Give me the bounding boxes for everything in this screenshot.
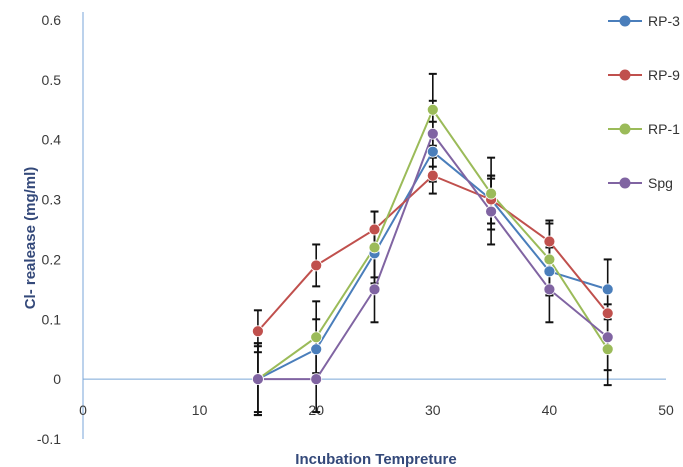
data-point-rp-9 (368, 223, 381, 236)
x-tick-label: 0 (79, 402, 87, 418)
y-tick-label: 0 (53, 371, 61, 387)
chart-axes (82, 12, 666, 439)
data-point-spg (601, 331, 614, 344)
data-point-spg (251, 373, 264, 386)
x-tick-label: 50 (658, 402, 674, 418)
data-point-rp-9 (426, 169, 439, 182)
x-tick-label: 40 (542, 402, 558, 418)
data-point-spg (543, 283, 556, 296)
legend-label-rp-3: RP-3 (648, 13, 680, 29)
error-bars (253, 72, 612, 417)
legend-marker-spg (619, 177, 631, 189)
data-point-rp-1 (426, 103, 439, 116)
series-points (251, 103, 614, 386)
legend-label-rp-1: RP-1 (648, 121, 680, 137)
x-axis-title: Incubation Tempreture (295, 451, 456, 467)
series-line-rp-9 (257, 174, 609, 332)
data-point-rp-1 (601, 343, 614, 356)
y-tick-label: 0.1 (42, 311, 62, 327)
y-tick-label: 0.5 (42, 72, 62, 88)
data-point-rp-1 (543, 253, 556, 266)
y-tick-label: 0.3 (42, 192, 62, 208)
data-point-rp-1 (310, 331, 323, 344)
legend: RP-3 RP-9 RP-1 Spg (608, 13, 680, 191)
data-point-rp-9 (251, 325, 264, 338)
x-tick-label: 10 (192, 402, 208, 418)
data-point-rp-9 (601, 307, 614, 320)
data-point-rp-3 (426, 145, 439, 158)
data-point-spg (485, 205, 498, 218)
legend-marker-rp-9 (619, 69, 631, 81)
legend-label-spg: Spg (648, 175, 673, 191)
data-point-spg (368, 283, 381, 296)
y-tick-label: 0.6 (42, 12, 62, 28)
legend-label-rp-9: RP-9 (648, 67, 680, 83)
data-point-rp-9 (310, 259, 323, 272)
data-point-spg (310, 373, 323, 386)
x-tick-label: 30 (425, 402, 441, 418)
chart-tick-labels: -0.100.10.20.30.40.50.60 10 20 30 40 50 (37, 12, 674, 447)
legend-marker-rp-1 (619, 123, 631, 135)
y-tick-label: 0.2 (42, 251, 62, 267)
data-point-rp-3 (310, 343, 323, 356)
data-point-rp-1 (368, 241, 381, 254)
data-point-rp-9 (543, 235, 556, 248)
data-point-rp-3 (543, 265, 556, 278)
y-tick-label: -0.1 (37, 431, 61, 447)
y-axis-title: Cl- realease (mg/ml) (22, 167, 39, 310)
data-point-spg (426, 127, 439, 140)
data-point-rp-1 (485, 187, 498, 200)
data-point-rp-3 (601, 283, 614, 296)
y-tick-label: 0.4 (42, 132, 62, 148)
legend-marker-rp-3 (619, 15, 631, 27)
